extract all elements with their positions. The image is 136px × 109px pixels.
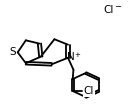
Text: N: N xyxy=(67,52,75,62)
Text: Cl: Cl xyxy=(104,5,114,15)
Text: +: + xyxy=(74,52,80,58)
Text: S: S xyxy=(9,47,16,57)
Text: Cl: Cl xyxy=(84,86,94,96)
Text: −: − xyxy=(114,3,121,12)
